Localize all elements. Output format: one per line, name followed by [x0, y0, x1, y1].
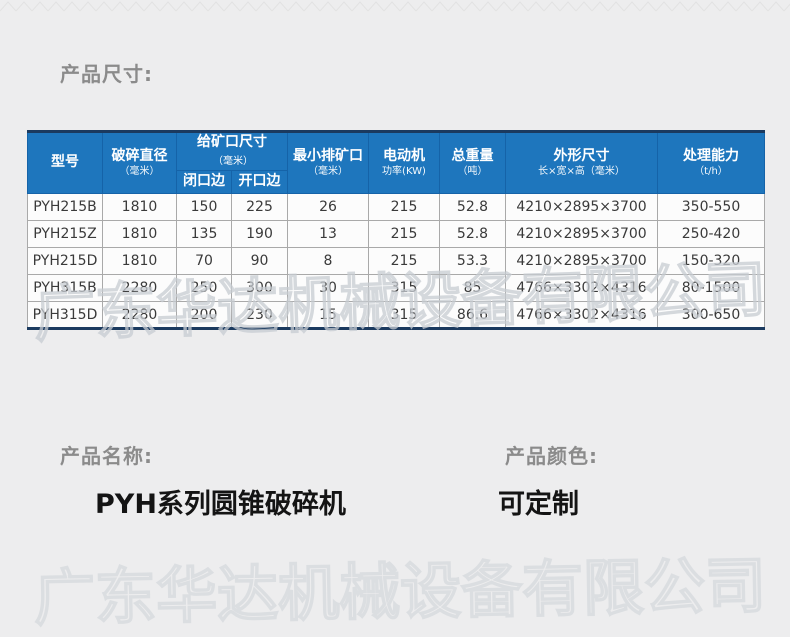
cell-capacity: 300-650	[657, 301, 765, 329]
cell-min-discharge: 15	[287, 301, 369, 329]
col-header-weight-unit: （吨）	[457, 165, 488, 177]
col-header-crush-diameter-unit: （毫米）	[119, 165, 160, 177]
cell-motor-power: 315	[368, 301, 440, 329]
cell-closed-side: 70	[176, 247, 232, 275]
cell-closed-side: 135	[176, 220, 232, 248]
product-name-value: PYH系列圆锥破碎机	[95, 489, 346, 520]
col-header-min-discharge: 最小排矿口 （毫米）	[287, 131, 369, 194]
cell-min-discharge: 8	[287, 247, 369, 275]
col-header-feed-opening: 给矿口尺寸 （毫米）	[176, 131, 288, 171]
cell-capacity: 80-1500	[657, 274, 765, 302]
cell-model: PYH215D	[27, 247, 103, 275]
cell-diameter: 2280	[102, 274, 177, 302]
cell-motor-power: 215	[368, 220, 440, 248]
cell-open-side: 90	[231, 247, 288, 275]
cell-capacity: 350-550	[657, 193, 765, 221]
cell-dimensions: 4210×2895×3700	[505, 247, 658, 275]
cell-closed-side: 200	[176, 301, 232, 329]
col-header-min-discharge-unit: （毫米）	[308, 165, 348, 177]
table-row: PYH215D 1810 70 90 8 215 53.3 4210×2895×…	[27, 247, 765, 275]
cell-closed-side: 250	[176, 274, 232, 302]
cell-open-side: 225	[231, 193, 288, 221]
cell-model: PYH215B	[27, 193, 103, 221]
product-color-label: 产品颜色:	[505, 444, 598, 468]
col-header-min-discharge-label: 最小排矿口	[293, 148, 363, 164]
cell-motor-power: 215	[368, 247, 440, 275]
table-row: PYH315B 2280 250 300 30 315 85 4766×3302…	[27, 274, 765, 302]
col-header-motor-label: 电动机	[383, 148, 425, 164]
col-header-model: 型号	[27, 131, 103, 194]
torn-edge-decoration	[0, 0, 790, 12]
cell-diameter: 1810	[102, 193, 177, 221]
col-header-feed-opening-unit: （毫米）	[213, 155, 253, 167]
col-header-closed-side: 闭口边	[176, 170, 232, 194]
cell-weight: 86.6	[439, 301, 506, 329]
cell-open-side: 190	[231, 220, 288, 248]
cell-dimensions: 4210×2895×3700	[505, 220, 658, 248]
cell-motor-power: 215	[368, 193, 440, 221]
col-header-crush-diameter-label: 破碎直径	[111, 148, 168, 164]
cell-min-discharge: 13	[287, 220, 369, 248]
col-header-crush-diameter: 破碎直径 （毫米）	[102, 131, 177, 194]
cell-model: PYH215Z	[27, 220, 103, 248]
col-header-motor: 电动机 功率(KW)	[368, 131, 440, 194]
table-row: PYH215Z 1810 135 190 13 215 52.8 4210×28…	[27, 220, 765, 248]
col-header-capacity: 处理能力 （t/h）	[657, 131, 765, 194]
cell-min-discharge: 30	[287, 274, 369, 302]
product-color-value: 可定制	[498, 489, 579, 520]
col-header-weight: 总重量 （吨）	[439, 131, 506, 194]
cell-model: PYH315D	[27, 301, 103, 329]
cell-model: PYH315B	[27, 274, 103, 302]
col-header-dimensions: 外形尺寸 长×宽×高（毫米）	[505, 131, 658, 194]
table-row: PYH215B 1810 150 225 26 215 52.8 4210×28…	[27, 193, 765, 221]
cell-weight: 52.8	[439, 220, 506, 248]
table-row: PYH315D 2280 200 230 15 315 86.6 4766×33…	[27, 301, 765, 329]
col-header-capacity-unit: （t/h）	[694, 165, 728, 177]
cell-dimensions: 4766×3302×4316	[505, 301, 658, 329]
page-title: 产品尺寸:	[60, 62, 153, 86]
cell-weight: 85	[439, 274, 506, 302]
col-header-motor-unit: 功率(KW)	[382, 165, 426, 177]
cell-closed-side: 150	[176, 193, 232, 221]
col-header-open-side: 开口边	[231, 170, 288, 194]
cell-open-side: 230	[231, 301, 288, 329]
cell-weight: 53.3	[439, 247, 506, 275]
spec-table: 型号 破碎直径 （毫米） 给矿口尺寸 （毫米） 最小排矿口 （毫米） 电动机 功率…	[27, 130, 765, 330]
col-header-dimensions-unit: 长×宽×高（毫米）	[538, 165, 625, 177]
cell-dimensions: 4766×3302×4316	[505, 274, 658, 302]
cell-motor-power: 315	[368, 274, 440, 302]
col-header-dimensions-label: 外形尺寸	[553, 148, 610, 164]
cell-capacity: 150-320	[657, 247, 765, 275]
cell-capacity: 250-420	[657, 220, 765, 248]
col-header-feed-opening-label: 给矿口尺寸	[197, 134, 267, 150]
cell-diameter: 1810	[102, 220, 177, 248]
cell-open-side: 300	[231, 274, 288, 302]
cell-diameter: 1810	[102, 247, 177, 275]
cell-weight: 52.8	[439, 193, 506, 221]
col-header-capacity-label: 处理能力	[683, 148, 739, 164]
product-name-label: 产品名称:	[60, 444, 153, 468]
header-row-main: 型号 破碎直径 （毫米） 给矿口尺寸 （毫米） 最小排矿口 （毫米） 电动机 功率…	[27, 131, 765, 194]
col-header-weight-label: 总重量	[451, 148, 494, 164]
cell-dimensions: 4210×2895×3700	[505, 193, 658, 221]
cell-diameter: 2280	[102, 301, 177, 329]
watermark-text: 广东华达机械设备有限公司	[33, 550, 768, 635]
cell-min-discharge: 26	[287, 193, 369, 221]
col-header-model-label: 型号	[51, 154, 79, 171]
